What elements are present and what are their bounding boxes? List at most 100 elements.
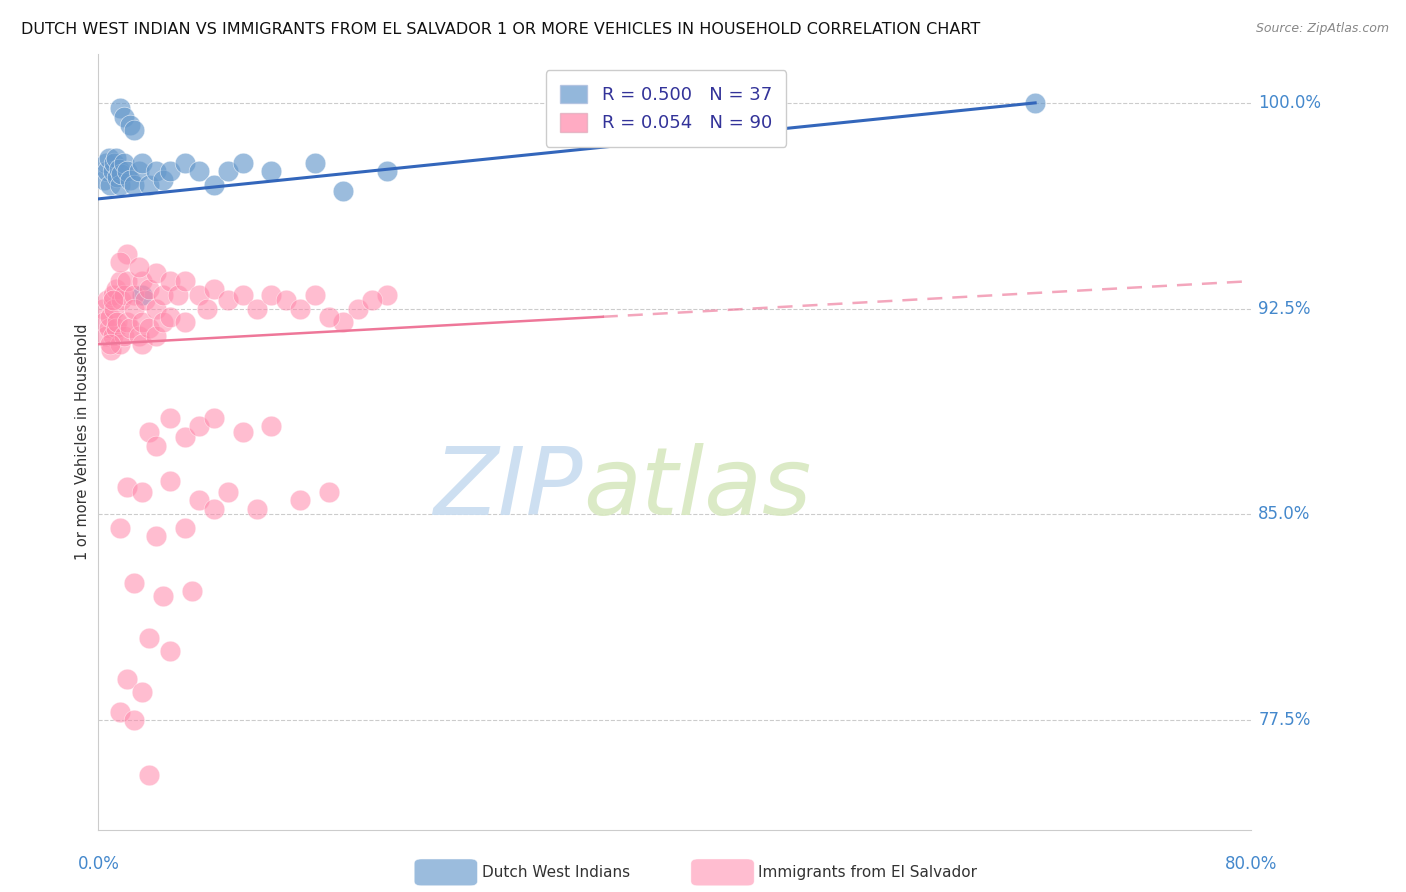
Point — [260, 288, 283, 302]
Point — [108, 521, 131, 535]
Point — [152, 315, 174, 329]
Point — [152, 590, 174, 604]
Point — [231, 425, 254, 439]
Point — [246, 501, 269, 516]
Point — [131, 288, 153, 302]
Point — [101, 293, 124, 308]
Point — [112, 110, 135, 124]
Point — [100, 343, 122, 357]
Text: Source: ZipAtlas.com: Source: ZipAtlas.com — [1256, 22, 1389, 36]
Point — [108, 178, 131, 193]
Text: 92.5%: 92.5% — [1258, 300, 1310, 318]
Point — [117, 274, 138, 288]
Point — [105, 315, 128, 329]
Point — [112, 288, 135, 302]
Point — [107, 161, 129, 176]
Point — [124, 123, 146, 137]
Point — [96, 164, 118, 178]
Point — [188, 288, 211, 302]
Point — [332, 315, 354, 329]
Point — [145, 329, 167, 343]
Point — [104, 151, 127, 165]
Point — [104, 282, 127, 296]
Point — [98, 337, 121, 351]
Point — [134, 293, 156, 308]
Point — [103, 156, 125, 170]
Point — [375, 164, 398, 178]
Legend: R = 0.500   N = 37, R = 0.054   N = 90: R = 0.500 N = 37, R = 0.054 N = 90 — [546, 70, 786, 147]
Point — [131, 485, 153, 500]
Point — [202, 411, 225, 425]
Point — [101, 164, 124, 178]
Point — [110, 167, 132, 181]
Point — [117, 315, 138, 329]
Point — [290, 493, 312, 508]
Text: atlas: atlas — [582, 442, 811, 533]
Point — [105, 169, 128, 184]
Point — [124, 178, 146, 193]
Point — [188, 164, 211, 178]
Point — [375, 288, 398, 302]
Point — [174, 430, 197, 444]
Point — [318, 485, 340, 500]
Point — [318, 310, 340, 324]
Point — [145, 439, 167, 453]
Point — [117, 672, 138, 686]
Point — [93, 172, 115, 186]
Point — [174, 315, 197, 329]
Point — [108, 101, 131, 115]
Point — [159, 411, 181, 425]
Point — [110, 293, 132, 308]
Point — [202, 282, 225, 296]
Point — [217, 293, 239, 308]
Point — [124, 713, 146, 727]
Point — [159, 274, 181, 288]
Point — [1024, 95, 1046, 110]
Point — [112, 156, 135, 170]
Point — [120, 172, 142, 186]
Point — [117, 246, 138, 260]
Point — [91, 301, 114, 316]
Point — [188, 419, 211, 434]
Point — [304, 288, 326, 302]
Point — [120, 118, 142, 132]
Point — [138, 282, 160, 296]
Point — [152, 172, 174, 186]
Point — [96, 293, 118, 308]
Point — [159, 644, 181, 658]
Point — [103, 301, 125, 316]
Point — [195, 301, 218, 316]
Point — [274, 293, 297, 308]
Point — [231, 288, 254, 302]
Text: 80.0%: 80.0% — [1225, 855, 1278, 872]
Point — [174, 156, 197, 170]
Point — [117, 480, 138, 494]
Text: 77.5%: 77.5% — [1258, 711, 1310, 729]
Point — [138, 768, 160, 782]
Point — [98, 310, 121, 324]
Point — [202, 178, 225, 193]
Point — [246, 301, 269, 316]
Point — [145, 164, 167, 178]
Point — [131, 337, 153, 351]
Point — [174, 274, 197, 288]
Point — [128, 260, 150, 275]
Point — [361, 293, 384, 308]
Point — [108, 705, 131, 719]
Point — [188, 493, 211, 508]
Point — [138, 178, 160, 193]
Point — [124, 575, 146, 590]
Point — [217, 485, 239, 500]
Point — [131, 685, 153, 699]
Point — [145, 529, 167, 543]
Point — [108, 337, 131, 351]
Text: ZIP: ZIP — [433, 442, 582, 533]
Point — [131, 274, 153, 288]
Point — [97, 151, 120, 165]
Point — [304, 156, 326, 170]
Point — [108, 274, 131, 288]
Point — [98, 178, 121, 193]
Point — [145, 301, 167, 316]
Point — [93, 315, 115, 329]
Point — [101, 288, 124, 302]
